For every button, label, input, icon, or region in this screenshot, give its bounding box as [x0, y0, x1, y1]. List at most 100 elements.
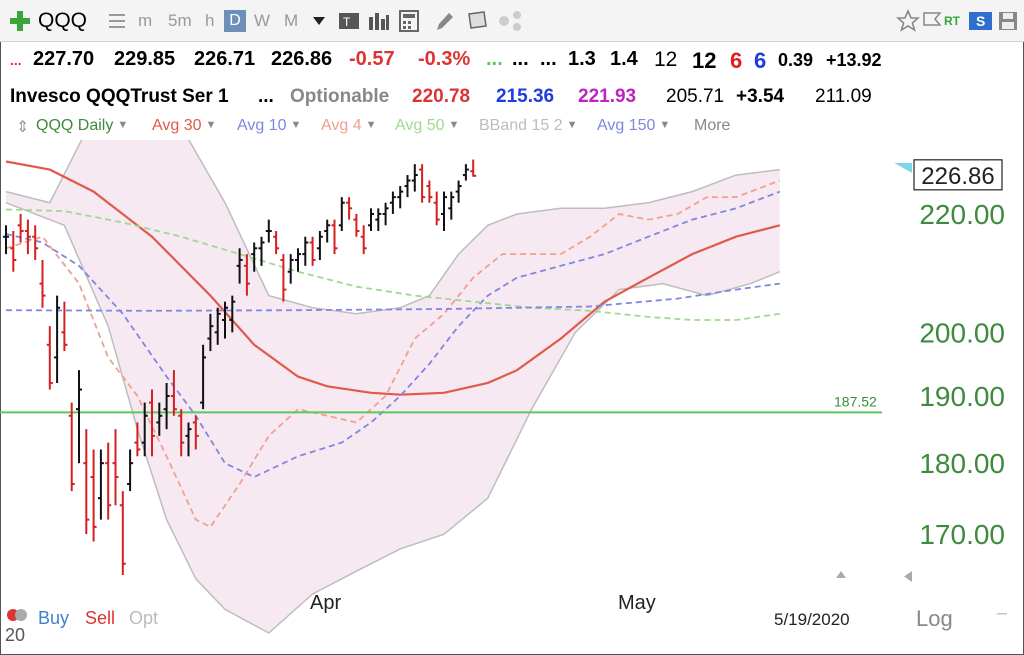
info-dots: ...: [258, 86, 274, 107]
indicator-legend: ⇕ QQQ Daily ▼ Avg 30 ▼ Avg 10 ▼ Avg 4 ▼ Avg …: [0, 114, 1024, 140]
ohlc-bar: [455, 180, 462, 203]
price-tick-label: 190.00: [919, 381, 1005, 412]
timeframe-daily[interactable]: D: [224, 10, 246, 32]
ohlc-bar: [243, 254, 250, 296]
ohlc-bar: [316, 231, 323, 260]
ohlc-bar: [119, 491, 126, 575]
dots-a: ...: [512, 48, 529, 70]
security-name: Invesco QQQTrust Ser 1: [10, 86, 229, 107]
price-tick-label: 220.00: [919, 199, 1005, 230]
calculator-icon[interactable]: [398, 6, 420, 36]
change-pct-value: -0.3%: [418, 48, 471, 70]
scroll-up-arrow-icon: [836, 571, 846, 578]
open-value: 227.70: [33, 48, 95, 70]
legend-item-bband[interactable]: BBand 15 2 ▼: [479, 117, 578, 135]
ohlc-bar: [368, 208, 374, 232]
alert-flag-icon[interactable]: [922, 6, 942, 36]
realtime-tag[interactable]: RT: [944, 14, 960, 28]
chevron-down-icon: ▼: [566, 119, 578, 131]
legend-item-daily[interactable]: QQQ Daily ▼: [36, 117, 128, 135]
ohlc-bar: [61, 301, 68, 352]
info-value-6: 211.09: [815, 86, 872, 107]
timeframe-minute[interactable]: m: [138, 11, 153, 30]
x-axis-label-apr: Apr: [310, 592, 341, 614]
timeframe-weekly[interactable]: W: [254, 11, 271, 30]
quote-row-info: Invesco QQQTrust Ser 1 ... Optionable 22…: [0, 82, 1024, 112]
ohlc-bar: [397, 186, 404, 209]
ohlc-bar: [280, 254, 287, 302]
price-chart[interactable]: 187.52 170.00 180.00 190.00 200.00 220.00 226…: [0, 140, 1024, 655]
log-scale-toggle[interactable]: Log: [916, 606, 953, 631]
timeframe-5m[interactable]: 5m: [168, 11, 192, 30]
ohlc-bar: [105, 442, 112, 520]
share-icon[interactable]: [498, 6, 524, 36]
ohlc-bar: [3, 225, 9, 255]
toolbar: QQQ m 5m h D W M T RT S: [0, 0, 1024, 42]
ohlc-bar: [178, 409, 185, 457]
price-tick-label: 200.00: [919, 317, 1005, 348]
ohlc-bar: [214, 307, 221, 345]
save-icon[interactable]: [998, 6, 1018, 36]
ohlc-bar: [68, 402, 75, 492]
ohlc-bar: [229, 295, 236, 333]
ohlc-bar: [404, 175, 411, 198]
moving-average-line-3: [5, 208, 780, 321]
close-value: 226.86: [271, 48, 333, 70]
ohlc-bar: [353, 213, 360, 237]
buy-button[interactable]: Buy: [38, 608, 70, 628]
ohlc-bar: [134, 422, 141, 457]
service-menu-icon[interactable]: S: [969, 6, 993, 36]
legend-item-avg4[interactable]: Avg 4 ▼: [321, 117, 377, 135]
high-value: 229.85: [114, 48, 176, 70]
trade-icon[interactable]: [6, 606, 28, 629]
ohlc-bar: [90, 449, 97, 542]
ohlc-bar: [149, 389, 155, 457]
price-tick-label: 170.00: [919, 519, 1005, 550]
counter-label: 20: [5, 625, 26, 645]
legend-item-avg10[interactable]: Avg 10 ▼: [237, 117, 301, 135]
x-axis-label-may: May: [618, 592, 656, 614]
legend-item-avg150[interactable]: Avg 150 ▼: [597, 117, 670, 135]
sell-button[interactable]: Sell: [85, 608, 116, 628]
legend-more[interactable]: More: [694, 117, 731, 134]
flag-icon[interactable]: [466, 6, 488, 36]
symbol-label[interactable]: QQQ: [38, 9, 88, 32]
moving-average-line-1: [5, 190, 781, 478]
pencil-icon[interactable]: [433, 6, 455, 36]
ohlc-bar: [419, 164, 426, 203]
resize-handle-icon[interactable]: ⇕: [16, 119, 30, 136]
last-price-label: 226.86: [921, 163, 994, 190]
list-icon[interactable]: [108, 6, 126, 36]
ohlc-bar: [222, 301, 228, 339]
dropdown-caret-icon[interactable]: [312, 6, 326, 36]
scroll-left-arrow-icon: [904, 571, 912, 582]
legend-label: Avg 50: [395, 117, 445, 134]
ohlc-bar: [258, 236, 265, 266]
price-axis-layer: 170.00 180.00 190.00 200.00 220.00 226.86 Apr M…: [310, 159, 1005, 629]
moving-average-line-4: [5, 282, 780, 312]
field-7: 0.39: [778, 50, 814, 70]
row-marker: ...: [10, 52, 22, 68]
plus-icon[interactable]: [8, 6, 32, 36]
timeframe-hour[interactable]: h: [205, 11, 215, 30]
price-tick-label: 180.00: [919, 448, 1005, 479]
ohlc-bar: [32, 225, 39, 260]
collapse-icon[interactable]: ─: [997, 605, 1007, 621]
legend-item-avg30[interactable]: Avg 30 ▼: [152, 117, 216, 135]
ohlc-bar: [207, 313, 214, 352]
ohlc-bar: [273, 231, 280, 255]
ohlc-bar: [338, 197, 345, 232]
text-tool-icon[interactable]: T: [338, 6, 360, 36]
star-icon[interactable]: [896, 6, 920, 36]
last-date-label: 5/19/2020: [774, 610, 850, 629]
ohlc-bar: [251, 242, 258, 272]
last-price-box: [913, 159, 1003, 191]
legend-item-avg50[interactable]: Avg 50 ▼: [395, 117, 459, 135]
ohlc-bar: [331, 219, 338, 255]
bar-chart-icon[interactable]: [368, 6, 390, 36]
opt-button[interactable]: Opt: [129, 608, 159, 628]
ohlc-bar: [54, 295, 61, 384]
field-1: 1.3: [568, 48, 596, 70]
ohlc-bar: [10, 231, 17, 272]
timeframe-monthly[interactable]: M: [284, 11, 299, 30]
